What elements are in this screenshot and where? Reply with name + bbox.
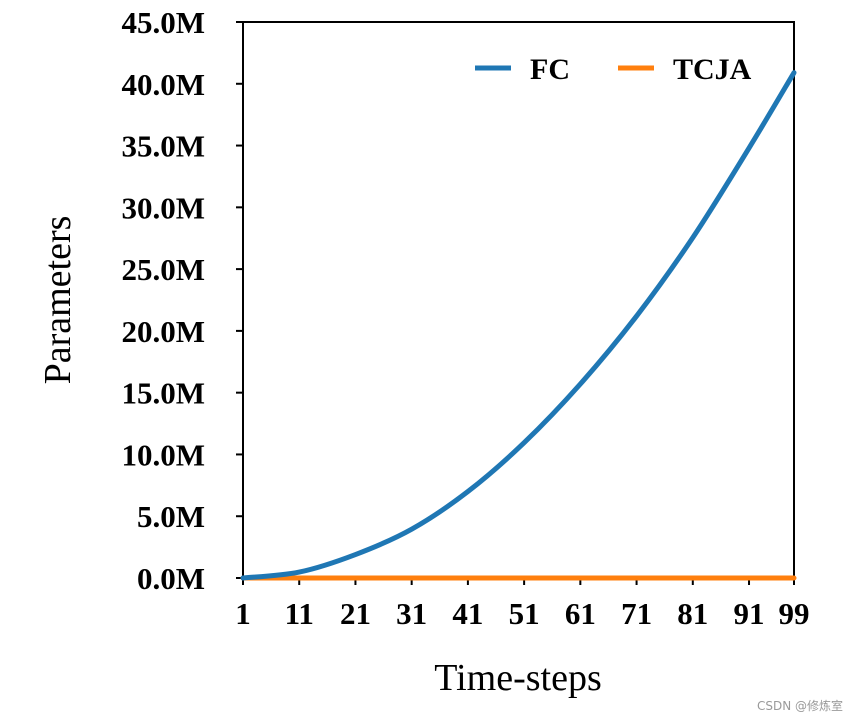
x-axis-title: Time-steps: [434, 657, 602, 699]
y-axis-ticks: 0.0M 5.0M 10.0M 15.0M 20.0M 25.0M 30.0M 35.0M 40…: [121, 5, 243, 596]
x-tick-label: 81: [677, 596, 708, 631]
y-tick-label: 35.0M: [121, 129, 205, 164]
y-tick-label: 25.0M: [121, 252, 205, 287]
x-tick-label: 41: [452, 596, 483, 631]
plot-area: [242, 21, 795, 579]
watermark: CSDN @修炼室: [756, 699, 843, 713]
x-tick-label: 99: [779, 596, 810, 631]
legend-label-tcja: TCJA: [673, 53, 752, 86]
y-tick-label: 5.0M: [137, 499, 205, 534]
y-tick-label: 40.0M: [121, 67, 205, 102]
series-lines: [240, 70, 797, 581]
y-tick-label: 15.0M: [121, 376, 205, 411]
x-tick-label: 71: [621, 596, 652, 631]
y-tick-label: 45.0M: [121, 5, 205, 40]
x-tick-label: 11: [285, 596, 314, 631]
x-tick-label: 61: [565, 596, 596, 631]
y-axis-title: Parameters: [37, 216, 79, 385]
y-tick-label: 30.0M: [121, 190, 205, 225]
x-axis-ticks: 1 11 21 31 41 51 61 71 81 91 99: [235, 578, 810, 631]
x-tick-label: 31: [396, 596, 427, 631]
x-tick-label: 51: [509, 596, 540, 631]
legend: FC TCJA: [475, 53, 752, 86]
x-tick-label: 1: [235, 596, 251, 631]
x-tick-label: 21: [340, 596, 371, 631]
y-tick-label: 0.0M: [137, 561, 205, 596]
y-tick-label: 10.0M: [121, 437, 205, 472]
x-tick-label: 91: [734, 596, 765, 631]
legend-label-fc: FC: [530, 53, 570, 86]
y-tick-label: 20.0M: [121, 314, 205, 349]
series-line-fc: [240, 70, 797, 581]
